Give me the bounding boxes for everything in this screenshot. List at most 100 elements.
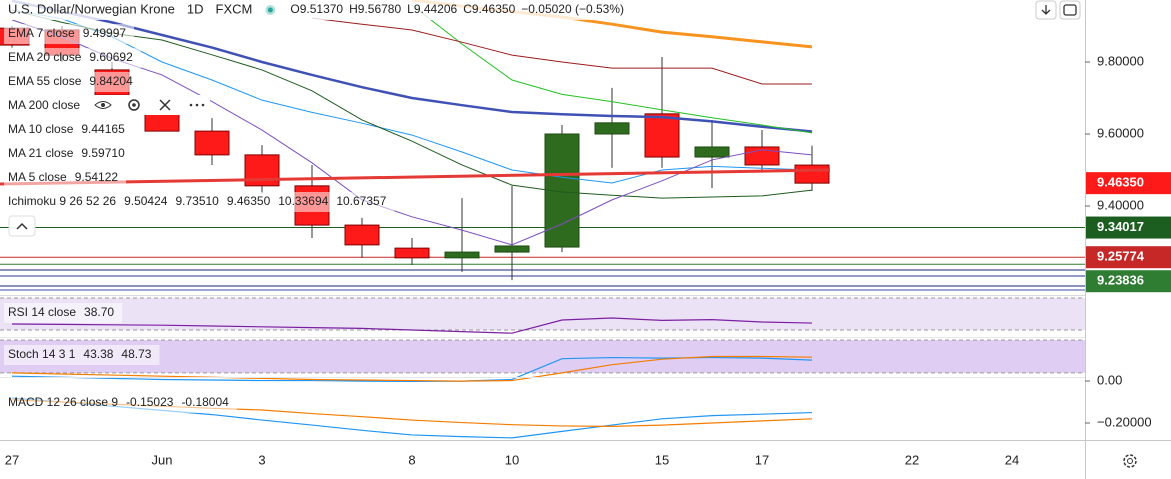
legend-name: Ichimoku 9 26 52 26	[8, 194, 116, 208]
legend-value: -0.15023	[126, 395, 174, 409]
indicator-line	[11, 317, 813, 334]
x-tick-label: 10	[505, 452, 519, 467]
dot	[195, 103, 199, 107]
chart-settings-button[interactable]	[1123, 454, 1137, 468]
legend-value: 9.50424	[124, 194, 168, 208]
legend-value: 9.59710	[81, 146, 125, 160]
gear-icon	[128, 99, 140, 111]
y-tick-label: 0.00	[1097, 372, 1122, 387]
legend-name: EMA 7 close	[8, 26, 75, 40]
indicator-line	[11, 9, 813, 184]
legend-value: 9.84204	[89, 74, 133, 88]
candle-body	[494, 245, 530, 253]
legend-value: 9.54122	[75, 170, 119, 184]
x-tick-label: 8	[408, 452, 415, 467]
legend-name: MACD 12 26 close 9	[8, 395, 118, 409]
gear-center	[1127, 458, 1133, 464]
header-bg	[0, 0, 630, 20]
actions-bg	[90, 95, 210, 115]
header: U.S. Dollar/Norwegian Krone 1D FXCM O9.5137…	[0, 0, 630, 20]
legend-row-bg	[4, 72, 141, 92]
price-label-bg	[1086, 172, 1171, 195]
legend-row-bg	[4, 303, 123, 323]
legend-row-bg	[4, 96, 89, 116]
x-tick-label: 3	[258, 452, 265, 467]
button-frame	[8, 215, 36, 237]
ohlc-readout: −0.05020 (−0.53%)	[521, 2, 624, 16]
settings-button[interactable]	[128, 99, 140, 111]
legend-name: Stoch 14 3 1	[8, 347, 76, 361]
x-tick-label: 15	[655, 452, 669, 467]
more-button[interactable]	[189, 103, 205, 107]
scroll-to-latest-button[interactable]	[1035, 0, 1057, 20]
x-tick-label: 27	[5, 452, 19, 467]
y-tick-label: 9.80000	[1097, 53, 1144, 68]
x-tick-label: 17	[755, 452, 769, 467]
legend-row-bg	[4, 345, 160, 365]
status-dot-core	[267, 7, 273, 13]
y-tick-label: 9.60000	[1097, 125, 1144, 140]
legend-name: MA 5 close	[8, 170, 67, 184]
legend-row-bg	[4, 192, 395, 212]
indicator-line	[11, 9, 813, 199]
legend-value: 38.70	[84, 305, 114, 319]
candle-body	[444, 251, 480, 259]
legend-row-bg	[4, 144, 133, 164]
legend-value: 10.67357	[336, 194, 386, 208]
ohlc-readout: C9.46350	[463, 2, 515, 16]
legend-row-bg	[4, 393, 237, 413]
legend-name: RSI 14 close	[8, 305, 76, 319]
legend-value: 9.73510	[175, 194, 219, 208]
legend-value: 10.33694	[278, 194, 328, 208]
candle-body	[194, 130, 230, 156]
eye-icon	[94, 101, 112, 109]
y-tick-label: −0.20000	[1097, 414, 1152, 429]
time-axis: 27 Jun 3 8 10 15 17 22 24	[0, 440, 1171, 479]
legend-row-bg	[4, 120, 133, 140]
price-label: 9.23836	[1097, 273, 1144, 288]
gear-icon	[1123, 454, 1137, 468]
legend-name: MA 200 close	[8, 98, 80, 112]
candle-body	[644, 113, 680, 158]
indicator-line	[11, 355, 813, 382]
trend-line	[0, 168, 831, 186]
legend-name: MA 21 close	[8, 146, 74, 160]
legend-value: -0.18004	[181, 395, 229, 409]
price-label-bg	[1086, 246, 1171, 269]
collapse-legend-button[interactable]	[8, 215, 36, 237]
frame-icon	[1063, 4, 1077, 16]
candle-body	[694, 146, 730, 158]
arrow-icon	[1041, 5, 1051, 15]
legend-value: 9.60692	[89, 50, 133, 64]
legend-name: EMA 20 close	[8, 50, 82, 64]
legend-name: MA 10 close	[8, 122, 74, 136]
axis-bg	[1085, 0, 1171, 479]
indicator-line	[311, 17, 812, 85]
candle-body	[344, 224, 380, 246]
remove-button[interactable]	[159, 99, 171, 111]
legend-value: 9.44165	[81, 122, 125, 136]
legend-row-bg	[4, 168, 127, 188]
dot	[189, 103, 193, 107]
price-label: 9.25774	[1097, 249, 1145, 264]
ohlc-readout: L9.44206	[407, 2, 457, 16]
button-frame	[1059, 0, 1081, 20]
ohlc-readout: O9.51370	[290, 2, 343, 16]
legend-row-bg	[4, 24, 135, 44]
price-label: 9.46350	[1097, 175, 1144, 190]
legend-value: 48.73	[121, 347, 151, 361]
band-fill	[0, 340, 1085, 373]
dot	[201, 103, 205, 107]
fullscreen-button[interactable]	[1059, 0, 1081, 20]
price-label-bg	[1086, 216, 1171, 239]
header-title: U.S. Dollar/Norwegian Krone	[8, 1, 175, 16]
price-label-bg	[1086, 270, 1171, 293]
legend-name: EMA 55 close	[8, 74, 82, 88]
visibility-button[interactable]	[94, 101, 112, 109]
gear-center	[132, 103, 136, 107]
legend-row-bg	[4, 48, 141, 68]
time-axis-bg	[0, 440, 1085, 479]
x-tick-label: 22	[905, 452, 919, 467]
header-source: FXCM	[216, 1, 253, 16]
